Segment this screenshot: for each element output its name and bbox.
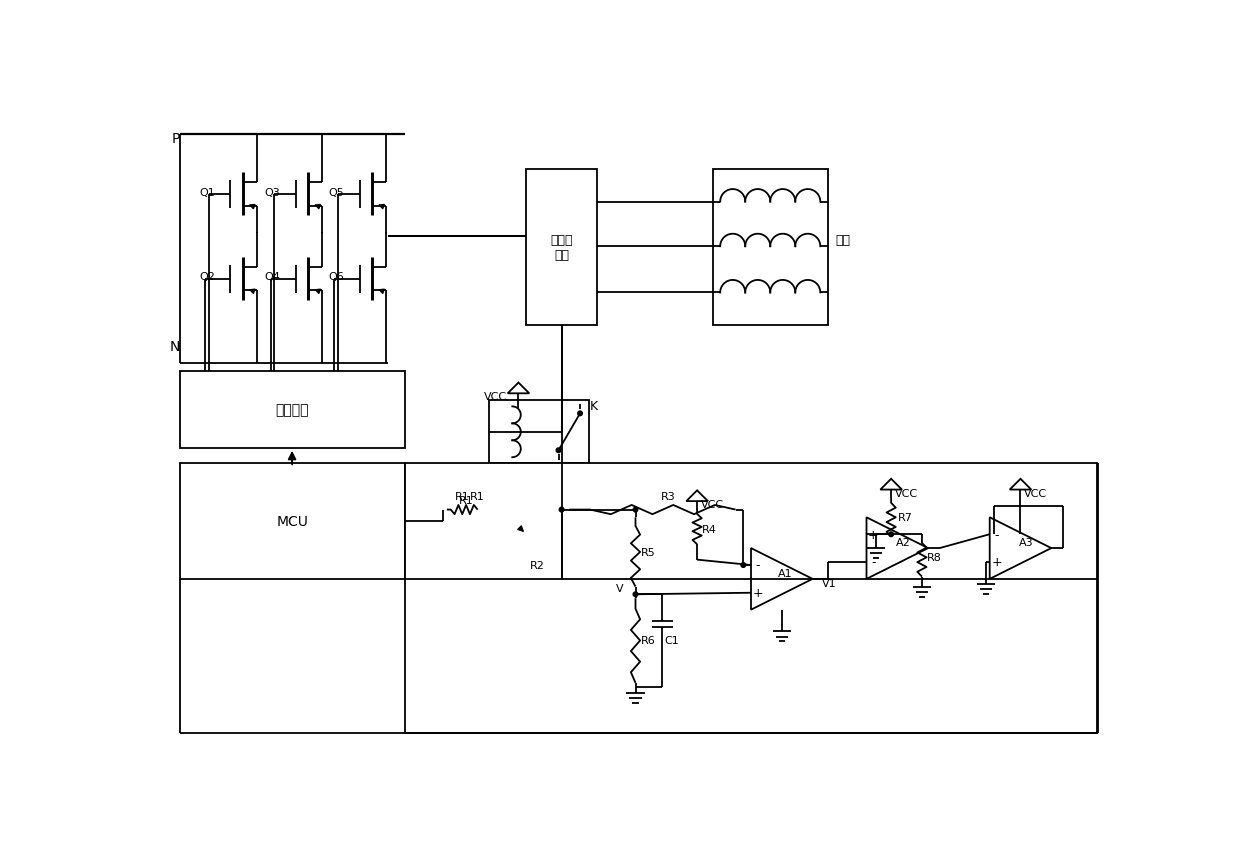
- Text: Q4: Q4: [264, 272, 280, 282]
- Text: A1: A1: [779, 568, 792, 578]
- Text: +: +: [753, 587, 764, 600]
- Text: V1: V1: [822, 578, 837, 588]
- Circle shape: [634, 592, 637, 597]
- Text: VCC: VCC: [701, 500, 724, 509]
- Text: 霍尔传: 霍尔传: [551, 234, 573, 247]
- Text: R4: R4: [702, 525, 717, 534]
- Text: -: -: [994, 528, 999, 541]
- Text: C1: C1: [665, 635, 680, 646]
- Text: A3: A3: [1019, 537, 1034, 548]
- Text: R5: R5: [640, 548, 655, 557]
- Text: VCC: VCC: [1024, 488, 1048, 498]
- Text: 感器: 感器: [554, 249, 569, 262]
- Bar: [404, 464, 1097, 733]
- Text: R8: R8: [926, 553, 941, 563]
- Text: 驱动电路: 驱动电路: [275, 403, 309, 417]
- Text: MCU: MCU: [277, 514, 308, 529]
- Text: -: -: [872, 556, 875, 569]
- Text: -: -: [755, 559, 760, 572]
- Text: N: N: [170, 340, 180, 354]
- Text: R1: R1: [470, 491, 485, 501]
- Text: 风机: 风机: [836, 234, 851, 247]
- Circle shape: [634, 508, 637, 513]
- Bar: [180, 464, 404, 579]
- Text: Q2: Q2: [200, 272, 215, 282]
- Text: R2: R2: [531, 560, 546, 571]
- Text: +: +: [991, 556, 1002, 569]
- Text: VCC: VCC: [484, 392, 507, 402]
- Text: V: V: [616, 583, 624, 594]
- Circle shape: [742, 563, 745, 567]
- Text: R1: R1: [459, 495, 474, 505]
- Circle shape: [578, 411, 583, 416]
- Circle shape: [557, 449, 560, 453]
- Text: Q5: Q5: [329, 188, 345, 197]
- Text: R3: R3: [661, 491, 676, 501]
- Text: R7: R7: [898, 513, 913, 523]
- Text: R1: R1: [455, 491, 470, 501]
- Text: A2: A2: [897, 537, 911, 548]
- Circle shape: [889, 532, 894, 537]
- Text: R6: R6: [640, 635, 655, 646]
- Text: VCC: VCC: [895, 488, 918, 498]
- Circle shape: [559, 508, 564, 513]
- Bar: [490, 401, 589, 464]
- Bar: [713, 170, 828, 325]
- Text: K: K: [589, 400, 598, 413]
- Bar: [526, 170, 596, 325]
- Text: Q1: Q1: [200, 188, 215, 197]
- Bar: [180, 372, 404, 449]
- Text: P: P: [172, 132, 180, 146]
- Text: Q6: Q6: [329, 272, 345, 282]
- Text: +: +: [868, 528, 879, 541]
- Text: Q3: Q3: [265, 188, 280, 197]
